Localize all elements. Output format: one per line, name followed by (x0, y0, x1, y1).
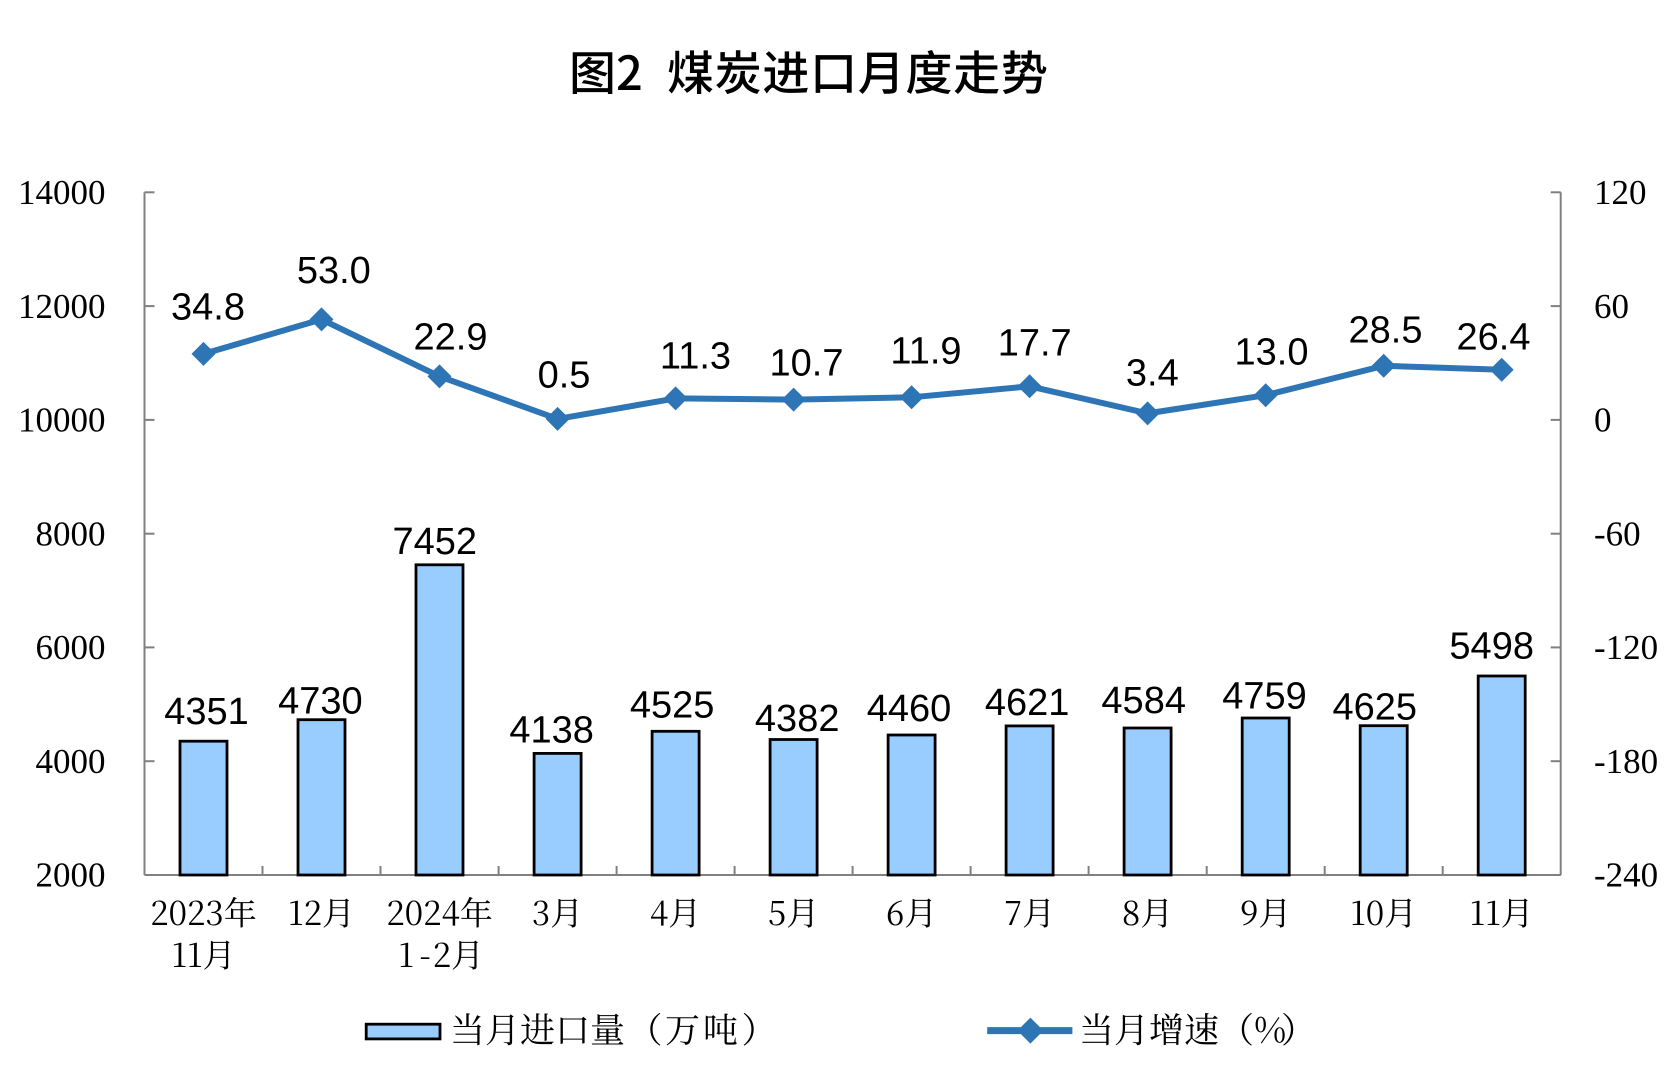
svg-text:10.7: 10.7 (770, 343, 844, 385)
svg-text:22.9: 22.9 (414, 317, 488, 359)
svg-text:4000: 4000 (36, 742, 106, 781)
svg-text:11.9: 11.9 (890, 331, 961, 373)
svg-text:17.7: 17.7 (998, 322, 1072, 364)
svg-text:4730: 4730 (278, 681, 363, 723)
svg-text:0.5: 0.5 (538, 354, 591, 396)
svg-text:-120: -120 (1594, 628, 1658, 667)
svg-text:13.0: 13.0 (1235, 332, 1309, 374)
svg-text:120: 120 (1594, 173, 1647, 212)
svg-text:-60: -60 (1594, 514, 1641, 553)
svg-text:5498: 5498 (1449, 625, 1534, 667)
svg-text:4460: 4460 (867, 688, 952, 730)
svg-text:4584: 4584 (1101, 680, 1186, 722)
svg-text:28.5: 28.5 (1349, 309, 1423, 351)
svg-text:8000: 8000 (36, 514, 106, 553)
svg-text:10000: 10000 (18, 401, 106, 440)
svg-text:3.4: 3.4 (1126, 352, 1179, 394)
svg-text:4525: 4525 (630, 685, 715, 727)
svg-text:-180: -180 (1594, 742, 1658, 781)
svg-text:7452: 7452 (393, 521, 478, 563)
svg-text:14000: 14000 (18, 173, 106, 212)
svg-text:6000: 6000 (36, 628, 106, 667)
svg-text:0: 0 (1594, 401, 1612, 440)
svg-text:4138: 4138 (509, 710, 594, 752)
svg-text:-240: -240 (1594, 856, 1658, 895)
svg-text:4625: 4625 (1333, 687, 1418, 729)
svg-text:4759: 4759 (1222, 675, 1307, 717)
svg-text:2000: 2000 (36, 856, 106, 895)
svg-text:11.3: 11.3 (660, 335, 731, 377)
svg-text:4382: 4382 (755, 698, 840, 740)
svg-text:26.4: 26.4 (1457, 316, 1531, 358)
svg-text:34.8: 34.8 (171, 287, 245, 329)
svg-text:4621: 4621 (985, 682, 1070, 724)
svg-text:4351: 4351 (164, 691, 249, 733)
svg-text:12000: 12000 (18, 287, 106, 326)
svg-text:53.0: 53.0 (297, 250, 371, 292)
svg-text:60: 60 (1594, 287, 1629, 326)
